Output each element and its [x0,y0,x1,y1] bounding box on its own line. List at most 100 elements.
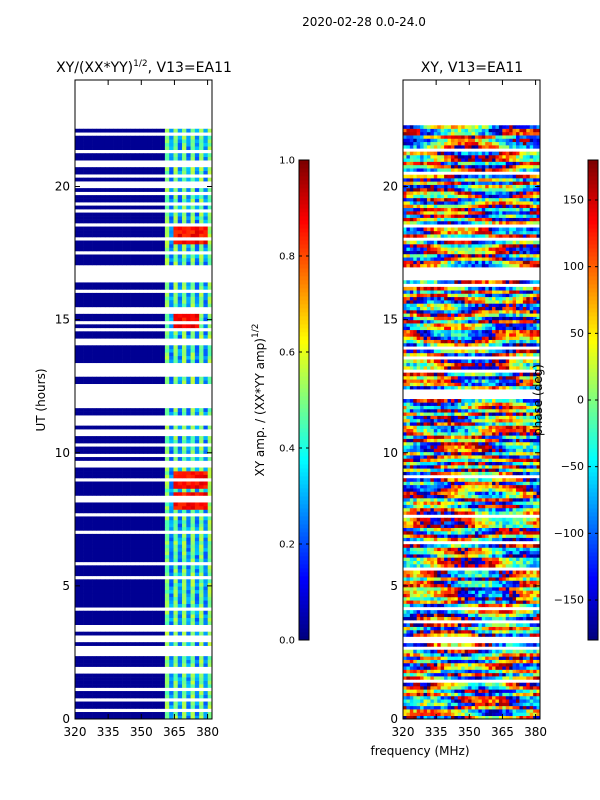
amplitude-heat-cell [207,617,213,622]
amplitude-heat-cell [160,589,166,594]
amplitude-heat-cell [117,656,123,660]
phase-heat-cell [522,656,527,660]
amplitude-heat-cell [87,146,93,151]
amplitude-heat-cell [122,537,127,542]
amplitude-heat-cell [117,457,123,461]
amplitude-heat-cell [194,408,200,412]
phase-heat-cell [519,705,524,710]
amplitude-heat-cell [92,296,97,301]
phase-heat-cell [457,695,462,700]
amplitude-heat-cell [190,313,196,318]
amplitude-heat-cell [186,582,191,587]
phase-heat-cell [536,659,541,664]
amplitude-heat-cell [96,551,101,556]
amplitude-heat-cell [152,233,157,238]
amplitude-heat-cell [83,621,89,626]
amplitude-heat-cell [156,565,161,570]
phase-heat-cell [474,682,479,687]
phase-heat-cell [406,672,411,677]
amplitude-heat-cell [186,593,191,598]
amplitude-heat-cell [122,380,127,385]
amplitude-heat-cell [147,170,153,175]
phase-heat-cell [526,659,531,664]
phase-heat-cell [409,629,414,634]
phase-heat-cell [450,705,455,710]
amplitude-heat-cell [152,491,157,496]
amplitude-heat-cell [130,167,136,171]
amplitude-heat-cell [143,170,149,175]
phase-heat-cell [403,577,407,581]
amplitude-heat-cell [117,254,123,259]
phase-heat-cell [536,577,541,581]
amplitude-heat-cell [96,219,101,224]
amplitude-heat-cell [117,170,123,175]
amplitude-colorbar-swatch [299,520,309,525]
amplitude-heat-cell [122,677,127,681]
amplitude-heat-cell [117,551,123,556]
amplitude-heat-cell [96,589,101,594]
phase-heat-cell [512,613,517,618]
amplitude-heat-cell [92,481,97,486]
amplitude-heat-cell [199,533,204,538]
amplitude-heat-cell [203,244,209,248]
phase-heat-cell [492,705,496,710]
phase-heat-cell [416,692,421,697]
amplitude-heat-cell [173,673,179,678]
amplitude-heat-cell [173,614,179,619]
amplitude-heat-cell [147,526,153,531]
phase-heat-cell [447,656,452,660]
phase-heat-cell [502,590,507,594]
phase-heat-cell [420,573,424,578]
amplitude-heat-cell [109,621,114,626]
amplitude-heat-cell [109,565,114,570]
phase-heat-cell [416,590,421,594]
amplitude-colorbar-swatch [299,548,309,553]
phase-heat-cell [413,590,417,594]
phase-heat-cell [430,587,435,591]
amplitude-heat-cell [203,205,209,210]
amplitude-heat-cell [113,205,119,210]
amplitude-heat-cell [79,331,84,336]
amplitude-colorbar-swatch [299,216,309,221]
amplitude-heat-cell [122,656,127,660]
phase-heat-cell [533,692,537,697]
phase-heat-cell [444,600,448,604]
phase-heat-cell [464,676,469,680]
amplitude-heat-cell [79,240,84,245]
amplitude-heat-cell [190,240,196,245]
amplitude-heat-cell [156,617,161,622]
amplitude-heat-cell [182,198,187,203]
amplitude-heat-cell [130,467,136,472]
amplitude-heat-cell [92,544,97,549]
phase-heat-cell [536,613,541,618]
phase-heat-cell [481,587,486,591]
phase-heat-cell [409,669,414,674]
amplitude-heat-cell [113,219,119,224]
phase-heat-cell [403,659,407,664]
amplitude-panel-title: XY/(XX*YY)1/2, V13=EA11 [56,59,232,76]
phase-heat-cell [430,600,435,604]
amplitude-heat-cell [207,540,213,545]
amplitude-heat-cell [117,565,123,570]
amplitude-heat-cell [207,467,213,472]
phase-heat-cell [481,702,486,707]
amplitude-heat-cell [186,610,191,615]
amplitude-heat-cell [186,533,191,538]
amplitude-heat-cell [79,219,84,224]
amplitude-heat-cell [104,516,110,521]
amplitude-heat-cell [139,411,144,416]
amplitude-heat-cell [109,261,114,266]
amplitude-heat-cell [173,596,179,601]
amplitude-heat-cell [117,533,123,538]
amplitude-heat-cell [134,355,140,360]
amplitude-heat-cell [147,244,153,248]
amplitude-heat-cell [79,345,84,350]
amplitude-heat-cell [194,694,200,699]
phase-heat-cell [488,610,493,614]
amplitude-heat-cell [164,526,170,531]
amplitude-heat-cell [164,680,170,685]
phase-heat-cell [498,593,503,598]
amplitude-heat-cell [152,345,157,350]
amplitude-heat-cell [199,471,204,475]
amplitude-heat-cell [177,244,183,248]
